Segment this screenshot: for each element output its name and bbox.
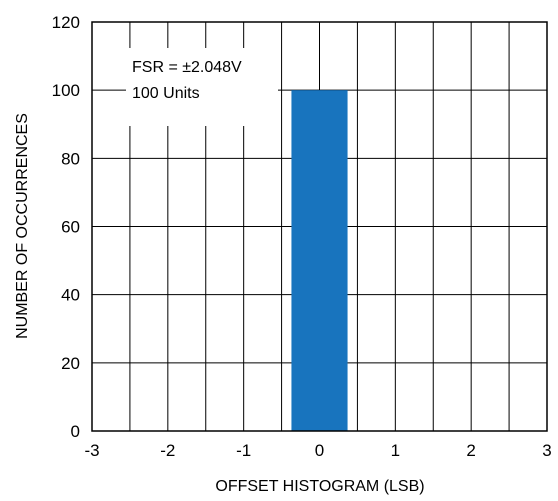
x-tick-label: -2 — [160, 441, 175, 460]
bar-0 — [291, 90, 348, 432]
x-tick-labels: -3 -2 -1 0 1 2 3 — [84, 441, 551, 460]
annotation-background — [126, 48, 278, 126]
x-tick-label: 3 — [542, 441, 551, 460]
x-tick-label: -1 — [236, 441, 251, 460]
plot-frame — [91, 21, 548, 432]
y-tick-label: 20 — [61, 354, 80, 373]
y-tick-label: 0 — [71, 422, 80, 441]
y-tick-label: 100 — [52, 81, 80, 100]
x-axis-title: OFFSET HISTOGRAM (LSB) — [215, 478, 424, 495]
x-tick-label: -3 — [84, 441, 99, 460]
x-tick-label: 2 — [466, 441, 475, 460]
y-axis-title: NUMBER OF OCCURRENCES — [14, 113, 31, 339]
bars — [291, 90, 348, 432]
x-tick-label: 1 — [391, 441, 400, 460]
y-tick-labels: 0 20 40 60 80 100 120 — [52, 13, 80, 441]
annotation-fsr: FSR = ±2.048V — [132, 59, 242, 76]
y-tick-label: 120 — [52, 13, 80, 32]
y-tick-label: 40 — [61, 286, 80, 305]
annotation-units: 100 Units — [132, 85, 200, 102]
x-tick-label: 0 — [315, 441, 324, 460]
y-tick-label: 80 — [61, 149, 80, 168]
y-tick-label: 60 — [61, 218, 80, 237]
